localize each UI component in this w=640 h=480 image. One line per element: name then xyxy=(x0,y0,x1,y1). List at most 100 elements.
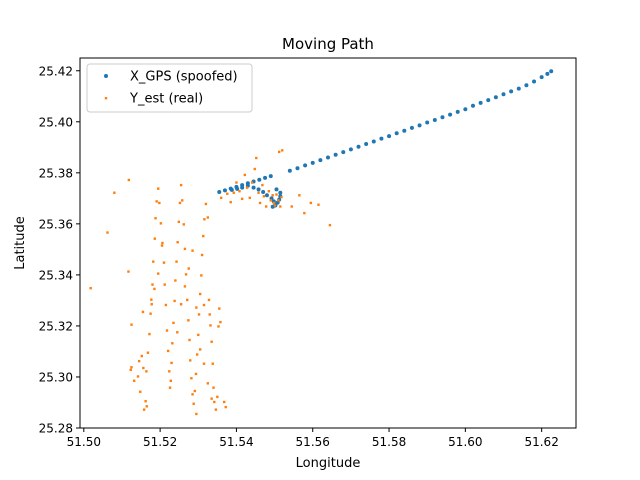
series-1-point-15 xyxy=(144,400,147,403)
series-1-point-111 xyxy=(277,150,281,154)
series-0-point-9 xyxy=(268,174,273,179)
series-0-point-35 xyxy=(341,150,346,155)
series-0-point-26 xyxy=(235,186,240,191)
series-1-point-40 xyxy=(171,342,174,345)
series-1-point-61 xyxy=(194,372,198,376)
series-1-point-93 xyxy=(243,173,247,177)
legend-label-x-gps: X_GPS (spoofed) xyxy=(130,70,238,85)
series-1-point-49 xyxy=(181,199,184,202)
series-1-point-80 xyxy=(216,395,219,399)
series-1-point-110 xyxy=(277,199,280,202)
series-1-point-54 xyxy=(187,319,190,322)
series-1-point-115 xyxy=(290,205,293,208)
series-1-point-81 xyxy=(217,325,220,328)
legend: X_GPS (spoofed) Y_est (real) xyxy=(86,63,253,113)
series-1-point-23 xyxy=(152,260,155,263)
series-1-point-124 xyxy=(157,272,160,275)
series-1-point-16 xyxy=(145,370,148,373)
series-0-point-10 xyxy=(274,187,279,192)
series-1-point-50 xyxy=(182,223,185,226)
series-0-point-20 xyxy=(264,193,269,198)
series-1-point-96 xyxy=(250,181,254,184)
series-1-point-108 xyxy=(273,204,277,207)
series-1-point-10 xyxy=(137,359,141,363)
series-0-point-46 xyxy=(425,120,430,125)
series-1-point-89 xyxy=(232,191,235,194)
series-0-point-41 xyxy=(387,134,392,139)
series-1-point-136 xyxy=(195,412,198,416)
series-1-point-25 xyxy=(154,217,157,220)
series-1-point-57 xyxy=(190,377,193,380)
series-1-point-88 xyxy=(229,200,232,204)
y-axis: 25.28 25.30 25.32 25.34 25.36 25.38 25.40 25.42 xyxy=(39,64,80,436)
series-1-point-128 xyxy=(183,285,187,288)
x-tick-label-3: 51.56 xyxy=(296,435,330,449)
series-1-point-35 xyxy=(166,349,170,353)
series-1-point-63 xyxy=(197,333,200,337)
series-1-point-113 xyxy=(280,195,283,199)
series-1-point-62 xyxy=(195,353,199,356)
series-1-point-66 xyxy=(200,274,203,277)
series-1-point-134 xyxy=(206,382,210,385)
series-1-point-122 xyxy=(145,405,148,408)
series-1-point-42 xyxy=(173,299,176,303)
series-1-point-11 xyxy=(139,390,142,393)
series-1-point-87 xyxy=(226,192,229,195)
series-0-point-31 xyxy=(310,160,315,165)
series-1-point-39 xyxy=(170,361,173,365)
y-tick-label-7: 25.42 xyxy=(39,64,73,78)
series-1-point-65 xyxy=(198,292,202,296)
series-1-point-94 xyxy=(245,186,249,189)
series-1-point-9 xyxy=(136,375,140,378)
series-0-point-32 xyxy=(318,158,323,163)
series-1-point-33 xyxy=(164,303,168,307)
series-1-point-20 xyxy=(150,298,153,301)
series-1-point-31 xyxy=(162,261,166,264)
series-0-point-34 xyxy=(333,152,338,157)
y-tick-label-3: 25.34 xyxy=(39,268,73,282)
series-1-point-68 xyxy=(202,234,205,238)
series-1-point-86 xyxy=(224,405,227,409)
legend-frame xyxy=(86,63,253,113)
series-1-point-24 xyxy=(153,237,156,240)
series-1-point-26 xyxy=(155,200,158,203)
x-tick-label-1: 51.52 xyxy=(143,435,177,449)
legend-marker-x-gps xyxy=(104,74,108,78)
series-1-point-97 xyxy=(253,167,256,171)
series-1-point-56 xyxy=(189,359,192,362)
series-0-point-25 xyxy=(240,185,245,190)
series-0-point-52 xyxy=(470,103,475,108)
series-1-point-82 xyxy=(218,307,221,310)
series-1-point-18 xyxy=(148,332,151,336)
series-1-point-38 xyxy=(169,379,173,382)
series-1-point-104 xyxy=(267,190,271,193)
series-1-point-13 xyxy=(142,366,145,370)
y-tick-label-2: 25.32 xyxy=(39,319,73,333)
series-0-point-23 xyxy=(251,185,256,190)
series-0-point-22 xyxy=(256,187,261,192)
series-0-point-61 xyxy=(539,75,544,80)
series-0-point-49 xyxy=(448,112,453,117)
series-0-point-7 xyxy=(257,177,262,182)
series-1-point-105 xyxy=(269,199,272,202)
series-1-point-119 xyxy=(317,203,320,206)
series-1-point-37 xyxy=(168,386,172,389)
series-0-point-40 xyxy=(379,136,384,141)
series-1 xyxy=(89,149,332,416)
series-1-point-58 xyxy=(191,393,194,396)
x-tick-label-0: 51.50 xyxy=(67,435,101,449)
series-1-point-91 xyxy=(238,190,241,193)
series-1-point-4 xyxy=(127,270,130,273)
series-1-point-114 xyxy=(281,149,284,152)
series-0-point-62 xyxy=(545,71,550,76)
series-1-point-106 xyxy=(271,194,274,197)
series-1-point-47 xyxy=(178,201,182,205)
series-0-point-8 xyxy=(263,175,268,180)
series-1-point-36 xyxy=(168,370,171,373)
series-1-point-74 xyxy=(209,324,212,327)
series-1-point-100 xyxy=(258,201,262,205)
y-tick-label-4: 25.36 xyxy=(39,217,73,231)
series-0-point-58 xyxy=(516,86,521,91)
series-1-point-102 xyxy=(262,195,266,198)
series-1-point-117 xyxy=(303,211,306,215)
